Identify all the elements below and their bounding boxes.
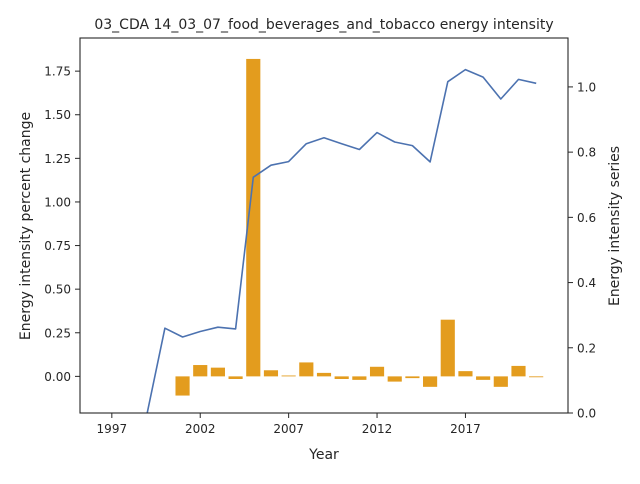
bar-2003 (210, 367, 225, 377)
bar-2005 (246, 58, 261, 377)
bar-2013 (387, 376, 402, 382)
bar-2004 (228, 376, 243, 379)
x-tick-label: 2007 (273, 422, 304, 436)
left-tick-label: 1.75 (44, 65, 71, 79)
bar-2020 (511, 365, 526, 377)
percent-change-bars (175, 58, 544, 396)
intensity-line (146, 68, 537, 413)
right-tick-label: 0.4 (577, 276, 596, 290)
bar-2009 (316, 372, 332, 377)
right-axis-ticks: 0.0 0.2 0.4 0.6 0.8 1.0 (568, 80, 596, 421)
x-tick-label: 1997 (97, 422, 128, 436)
bar-2010 (334, 376, 349, 379)
left-tick-label: 1.50 (44, 108, 71, 122)
chart-title: 03_CDA 14_03_07_food_beverages_and_tobac… (94, 17, 553, 33)
bar-2001 (175, 376, 190, 396)
left-tick-label: 1.00 (44, 195, 71, 209)
bar-2017 (458, 371, 473, 377)
x-tick-label: 2002 (185, 422, 216, 436)
left-tick-label: 0.00 (44, 370, 71, 384)
x-axis-label: Year (308, 447, 339, 463)
bar-2021 (529, 376, 544, 378)
left-tick-label: 1.25 (44, 152, 71, 166)
bar-2014 (405, 376, 420, 379)
bar-2002 (193, 365, 208, 377)
right-tick-label: 0.6 (577, 211, 596, 225)
x-axis-ticks: 1997 2002 2007 2012 2017 (97, 413, 481, 436)
intensity-series-line (146, 68, 537, 413)
left-axis-ticks: 0.00 0.25 0.50 0.75 1.00 1.25 1.50 1.75 (44, 65, 80, 384)
right-tick-label: 0.8 (577, 146, 596, 160)
left-axis-label: Energy intensity percent change (18, 112, 34, 340)
bar-2008 (299, 362, 314, 377)
bar-2015 (423, 376, 438, 387)
bar-2006 (263, 370, 279, 377)
right-axis-label: Energy intensity series (607, 146, 623, 306)
bar-2018 (476, 376, 491, 380)
left-tick-label: 0.75 (44, 239, 71, 253)
left-tick-label: 0.25 (44, 326, 71, 340)
x-tick-label: 2012 (362, 422, 393, 436)
bar-2016 (440, 319, 455, 377)
axes-spines (79, 37, 569, 414)
left-tick-label: 0.50 (44, 283, 71, 297)
bar-2012 (369, 366, 385, 377)
right-tick-label: 0.0 (577, 407, 596, 421)
right-tick-label: 0.2 (577, 341, 596, 355)
bar-2011 (352, 376, 367, 380)
x-tick-label: 2017 (450, 422, 481, 436)
bar-2019 (493, 376, 508, 387)
bar-2007 (281, 375, 296, 377)
right-tick-label: 1.0 (577, 80, 596, 94)
plot-frame (79, 37, 569, 414)
